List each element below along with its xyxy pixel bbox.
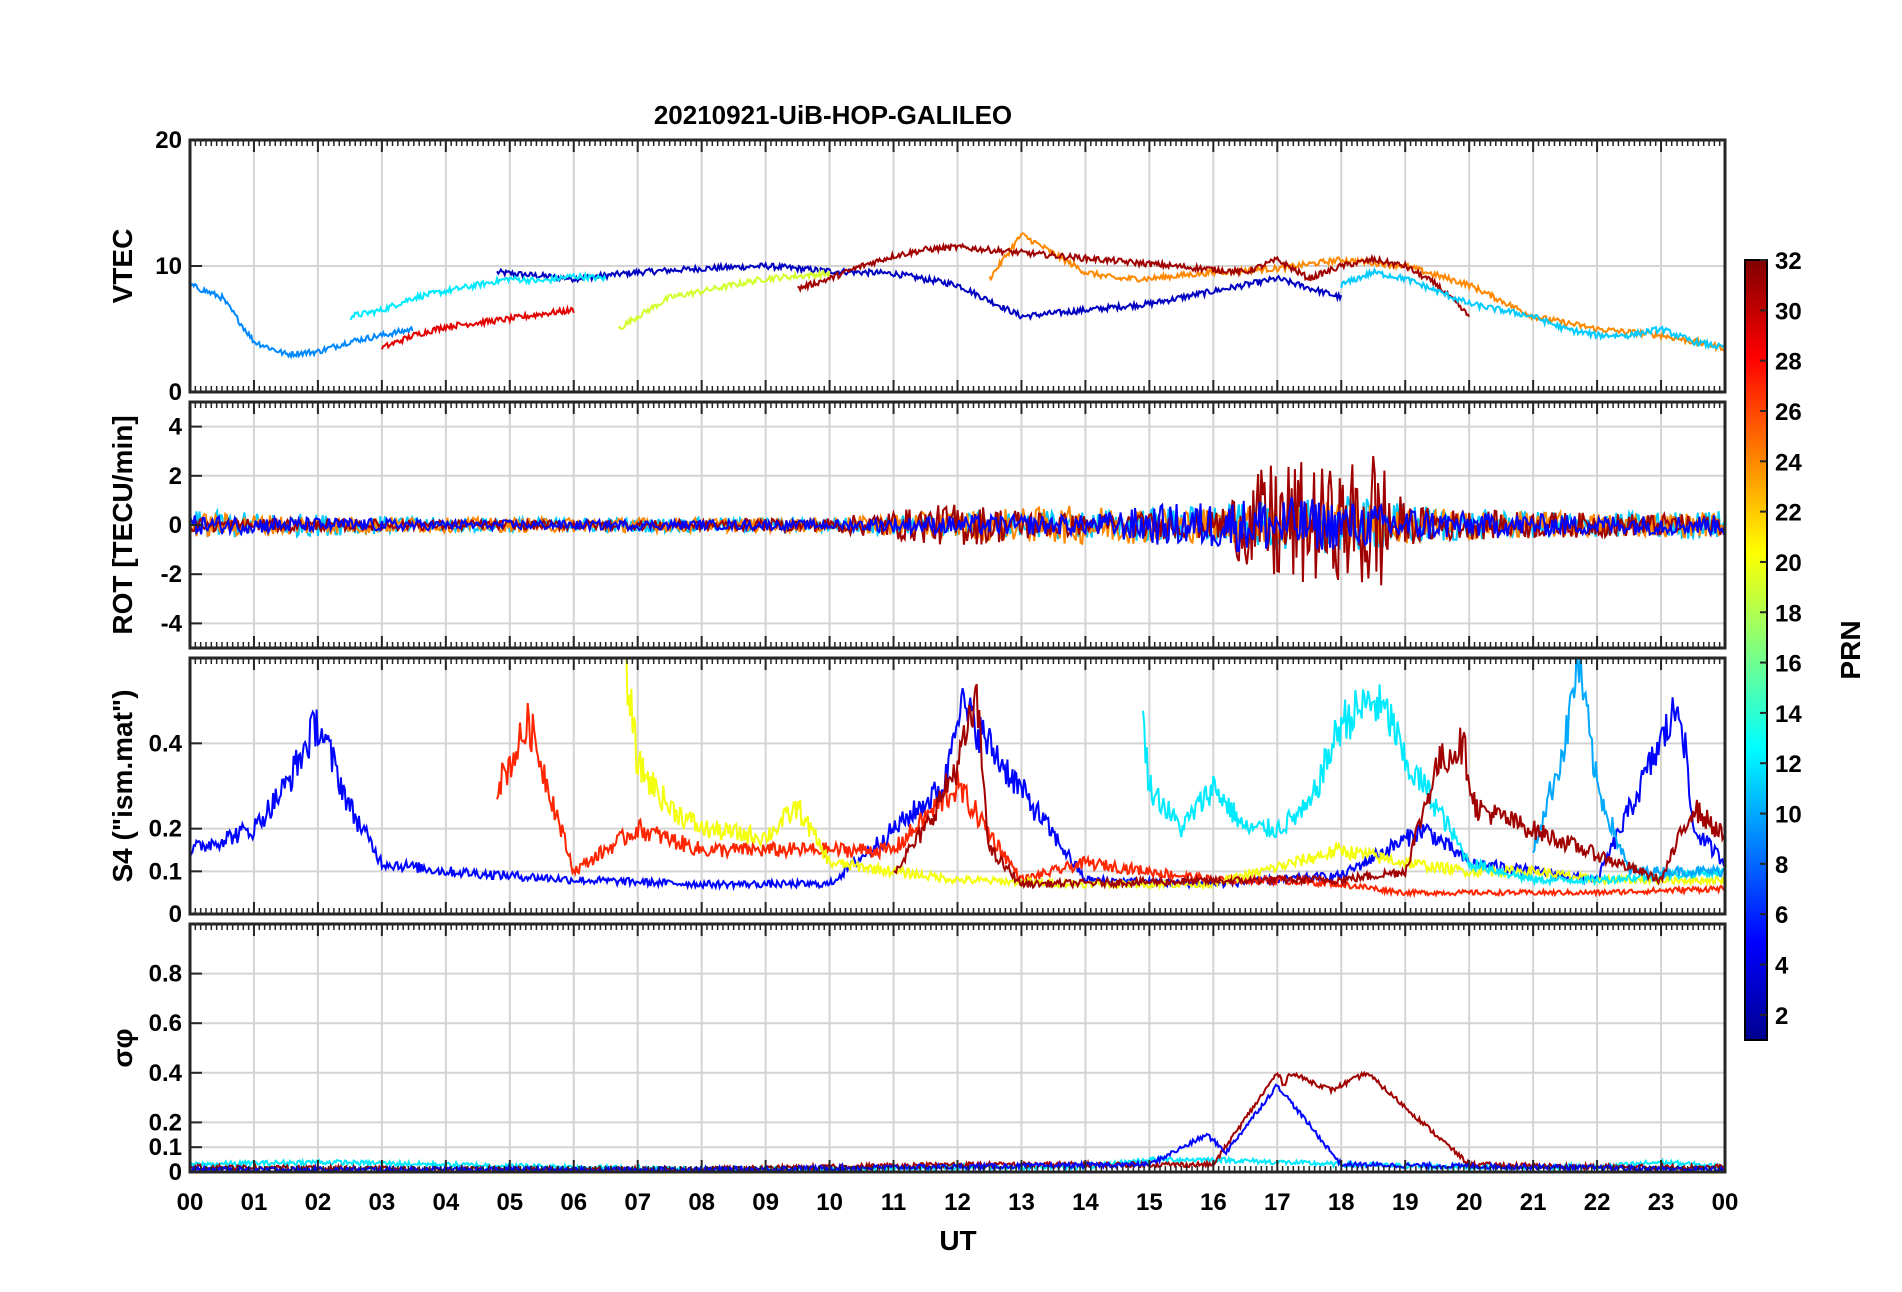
x-tick-label: 01	[241, 1189, 268, 1216]
series-line-prn-10	[1532, 658, 1725, 880]
x-tick-label: 20	[1456, 1189, 1483, 1216]
colorbar-tick-label: 8	[1775, 852, 1788, 879]
colorbar-tick-label: 18	[1775, 600, 1802, 627]
series-line-prn-12	[349, 270, 607, 321]
y-axis-label: ROT [TECU/min]	[107, 415, 138, 634]
x-tick-label: 07	[624, 1189, 651, 1216]
y-tick-label: -4	[161, 610, 183, 637]
chart-title: 20210921-UiB-HOP-GALILEO	[654, 100, 1012, 130]
series-line-prn-20	[625, 658, 1725, 891]
y-tick-label: 0.2	[149, 1109, 182, 1136]
y-axis-label: σφ	[107, 1028, 138, 1067]
y-tick-label: 0.2	[149, 816, 182, 843]
x-tick-label: 11	[881, 1189, 906, 1216]
series-line-prn-31	[893, 683, 1725, 890]
colorbar-tick-label: 20	[1775, 550, 1802, 577]
x-tick-labels: 00 01 02 03 04 05 06 07 08 09 10 11 12 13 14 15 16 17 18 19…	[177, 1189, 1739, 1216]
y-tick-label: 0.1	[149, 858, 182, 885]
colorbar-tick-label: 24	[1775, 449, 1802, 476]
x-tick-label: 05	[496, 1189, 523, 1216]
colorbar-tick-label: 10	[1775, 802, 1802, 829]
x-tick-label: 21	[1520, 1189, 1547, 1216]
colorbar-tick-label: 32	[1775, 248, 1802, 275]
x-tick-label: 08	[688, 1189, 715, 1216]
series-line-prn-9	[190, 282, 414, 360]
y-tick-label: 20	[155, 127, 182, 154]
y-tick-label: 0	[169, 379, 182, 406]
series-line-prn-24	[988, 232, 1725, 353]
colorbar-tick-label: 6	[1775, 902, 1788, 929]
y-tick-label: 0	[169, 901, 182, 928]
series-group-vtec	[190, 232, 1725, 360]
x-axis-label: UT	[939, 1225, 976, 1256]
y-tick-label: 0	[169, 512, 182, 539]
series-line-prn-3	[496, 260, 1343, 322]
y-tick-label: 2	[169, 463, 182, 490]
y-tick-label: 0	[169, 1159, 182, 1186]
colorbar-tick-label: 4	[1775, 953, 1789, 980]
x-tick-label: 22	[1584, 1189, 1611, 1216]
y-axis-label: S4 ("ism.mat")	[107, 689, 138, 882]
y-tick-label: 0.1	[149, 1134, 182, 1161]
x-tick-label: 10	[816, 1189, 843, 1216]
x-tick-label: 03	[369, 1189, 396, 1216]
x-tick-label: 18	[1328, 1189, 1355, 1216]
x-tick-label: 00	[177, 1189, 204, 1216]
y-axis-label: VTEC	[107, 229, 138, 304]
y-tick-label: 0.6	[149, 1010, 182, 1037]
series-line-prn-29	[380, 304, 575, 350]
panel-s4: 0 0.1 0.2 0.4 S4 ("ism.mat")	[107, 656, 1727, 928]
x-tick-label: 12	[944, 1189, 971, 1216]
x-tick-label: 19	[1392, 1189, 1419, 1216]
y-tick-label: 0.4	[149, 1060, 183, 1087]
series-group-rot	[190, 455, 1725, 586]
x-tick-label: 04	[432, 1189, 459, 1216]
y-tick-label: 10	[155, 253, 182, 280]
panel-sigma_phi: 00.10.2 0.4 0.6 0.8 σφ	[107, 922, 1727, 1186]
series-line-prn-31	[797, 241, 1471, 318]
x-tick-label: 00	[1712, 1189, 1739, 1216]
x-tick-label: 06	[560, 1189, 587, 1216]
x-tick-label: 15	[1136, 1189, 1163, 1216]
colorbar-tick-label: 22	[1775, 500, 1802, 527]
series-line-prn-5	[190, 496, 1725, 553]
panel-vtec: 0 10 20 VTEC	[107, 127, 1727, 406]
y-tick-label: 0.4	[149, 730, 183, 757]
colorbar-tick-label: 28	[1775, 349, 1802, 376]
series-group-s4	[190, 658, 1725, 899]
colorbar-tick-label: 30	[1775, 298, 1802, 325]
panel-rot: -4 -2 0 2 4 ROT [TECU/min]	[107, 400, 1727, 650]
y-tick-label: 0.8	[149, 961, 182, 988]
colorbar-scale	[1744, 259, 1768, 1041]
series-line-prn-19	[617, 268, 831, 330]
x-tick-label: 09	[752, 1189, 779, 1216]
y-tick-label: -2	[161, 561, 182, 588]
series-line-prn-27	[496, 703, 1725, 899]
series-line-prn-12	[1142, 684, 1725, 888]
colorbar-tick-label: 12	[1775, 751, 1802, 778]
y-tick-label: 4	[169, 414, 183, 441]
colorbar-tick-label: 2	[1775, 1003, 1788, 1030]
x-tick-label: 17	[1264, 1189, 1291, 1216]
x-tick-label: 23	[1648, 1189, 1675, 1216]
x-tick-label: 16	[1200, 1189, 1227, 1216]
colorbar-tick-label: 14	[1775, 701, 1802, 728]
x-tick-label: 14	[1072, 1189, 1099, 1216]
colorbar-tick-label: 26	[1775, 399, 1802, 426]
x-tick-label: 13	[1008, 1189, 1035, 1216]
colorbar-tick-label: 16	[1775, 651, 1802, 678]
x-tick-label: 02	[305, 1189, 332, 1216]
series-line-prn-11	[1340, 266, 1725, 351]
colorbar-label: PRN	[1835, 620, 1866, 679]
